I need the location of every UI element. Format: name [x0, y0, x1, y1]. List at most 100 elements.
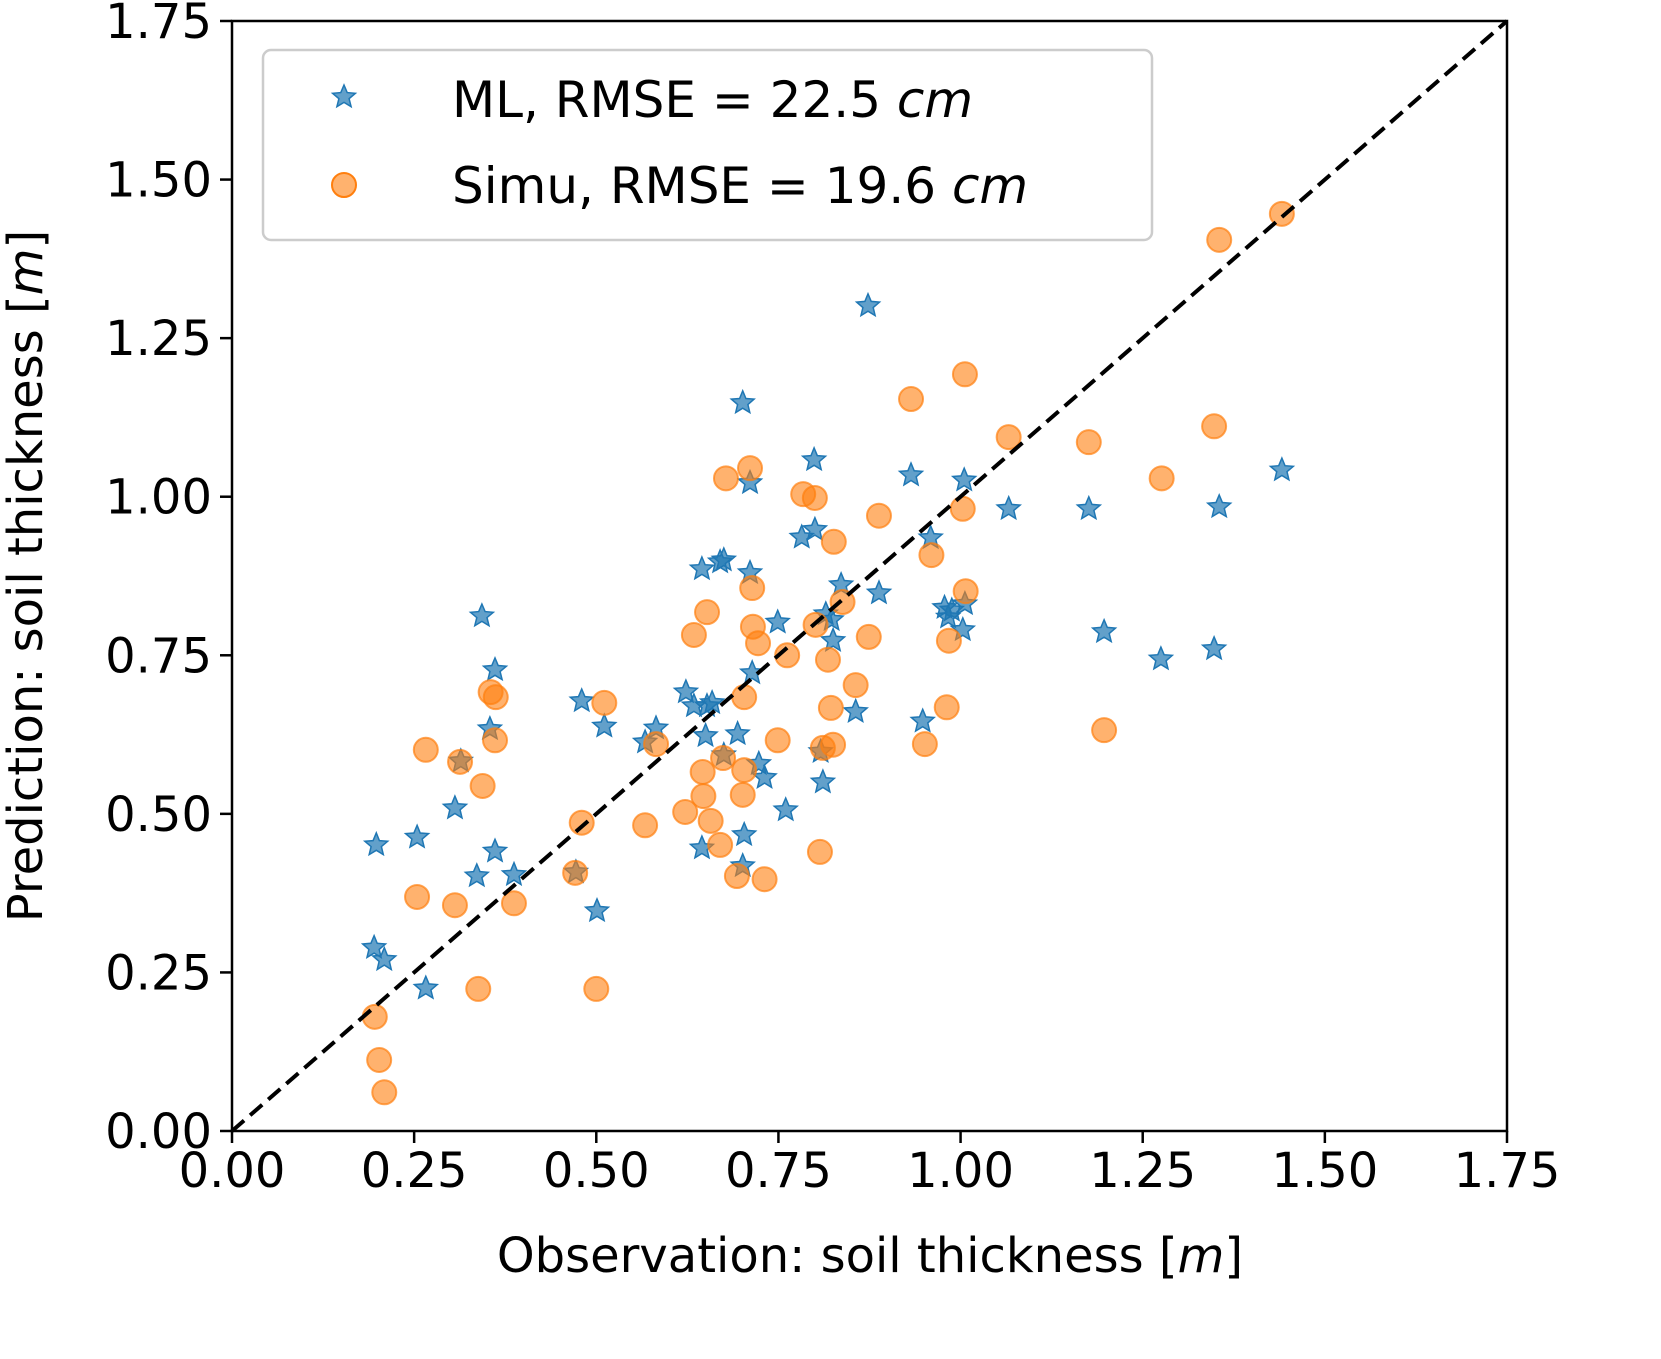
simu-point	[898, 386, 925, 413]
simu-point	[690, 783, 717, 810]
x-tick-label: 0.50	[543, 1143, 650, 1199]
ml-point	[909, 707, 936, 733]
ml-point	[950, 466, 978, 492]
x-axis-label: Observation: soil thickness [m]	[497, 1228, 1243, 1284]
simu-point	[583, 975, 610, 1002]
y-tick-label: 1.00	[105, 470, 212, 526]
simu-point	[918, 542, 945, 569]
ml-point	[1075, 494, 1103, 521]
simu-point	[1148, 465, 1175, 492]
ml-point	[481, 837, 509, 863]
simu-point	[712, 465, 739, 492]
simu-point	[995, 424, 1022, 451]
simu-point	[500, 890, 527, 917]
ml-point	[764, 608, 791, 634]
simu-point	[745, 630, 772, 657]
simu-point	[1206, 226, 1233, 253]
ml-point	[897, 461, 925, 487]
simu-point	[707, 831, 734, 858]
simu-point	[697, 807, 724, 834]
simu-point	[680, 621, 707, 648]
one-to-one-line	[230, 19, 1509, 1133]
simu-point	[737, 455, 764, 482]
simu-point	[842, 672, 869, 699]
ml-point	[412, 974, 440, 1000]
simu-point	[731, 757, 758, 784]
ml-point	[724, 719, 751, 746]
simu-point	[723, 863, 750, 890]
ml-point	[583, 896, 611, 923]
axes-frame	[230, 19, 1509, 1133]
x-tick-label: 0.25	[361, 1143, 468, 1199]
y-tick-label: 0.50	[105, 787, 212, 843]
star-icon	[330, 83, 358, 109]
simu-point	[729, 781, 756, 808]
simu-point	[1201, 413, 1228, 440]
legend-circle-icon	[331, 172, 357, 198]
simu-point	[935, 627, 962, 654]
ml-point	[995, 494, 1022, 521]
legend-star-icon	[330, 83, 358, 109]
ml-point	[500, 860, 528, 887]
simu-point	[643, 731, 670, 758]
simu-point	[694, 599, 721, 626]
ml-point	[730, 820, 758, 847]
y-tick-label: 1.50	[105, 153, 212, 209]
simu-point	[1075, 429, 1102, 456]
ml-point	[854, 291, 882, 318]
simu-point	[820, 528, 847, 555]
x-tick-label: 1.75	[1454, 1143, 1561, 1199]
ml-point	[403, 823, 431, 849]
plot-area	[230, 19, 1509, 1133]
x-tick-label: 1.50	[1271, 1143, 1378, 1199]
ml-point	[819, 626, 847, 652]
ticks: 0.00 0.25 0.50 0.75 1.00 1.25 1.50 1.75 0.00 0.25…	[105, 0, 1560, 1199]
ml-point	[809, 768, 837, 794]
simu-point	[814, 646, 841, 673]
ml-point	[441, 794, 469, 820]
ml-point	[672, 678, 700, 704]
simu-point	[806, 838, 833, 865]
ml-point	[710, 546, 738, 572]
simu-point	[949, 495, 976, 522]
simu-point	[911, 731, 938, 758]
ml-point	[688, 555, 716, 581]
ml-point	[362, 830, 390, 857]
simu-point	[933, 694, 960, 721]
ml-point	[1205, 492, 1233, 519]
ml-point	[463, 862, 491, 888]
simu-point	[465, 975, 492, 1002]
simu-point	[482, 727, 509, 754]
ml-point	[698, 688, 726, 715]
legend-box	[261, 48, 1154, 242]
ml-point	[481, 655, 509, 682]
y-tick-label: 1.75	[105, 0, 212, 50]
ml-point	[692, 721, 719, 748]
simu-point	[568, 809, 595, 836]
x-tick-label: 0.00	[179, 1143, 286, 1199]
ml-point	[591, 712, 618, 738]
simu-point	[739, 575, 766, 602]
simu-point	[366, 1046, 393, 1073]
simu-point	[764, 727, 791, 754]
simu-point	[447, 748, 474, 775]
simu-point	[672, 798, 699, 825]
simu-point	[774, 642, 801, 669]
ml-point	[568, 687, 595, 713]
simu-point	[1268, 200, 1295, 227]
simu-point	[371, 1079, 398, 1106]
simu-point	[801, 484, 828, 511]
simu-point	[820, 731, 847, 758]
x-tick-label: 0.75	[725, 1143, 832, 1199]
y-tick-label: 1.25	[105, 311, 212, 367]
simu-point	[404, 883, 431, 910]
ml-point	[865, 579, 893, 605]
ml-point	[371, 945, 398, 972]
simu-point	[632, 812, 659, 839]
simu-point	[591, 689, 618, 716]
simu-point	[361, 1003, 388, 1030]
simu-point	[469, 772, 496, 799]
legend-entry-simu: Simu, RMSE = 19.6 cm	[452, 157, 1028, 215]
y-tick-label: 0.25	[105, 945, 212, 1001]
